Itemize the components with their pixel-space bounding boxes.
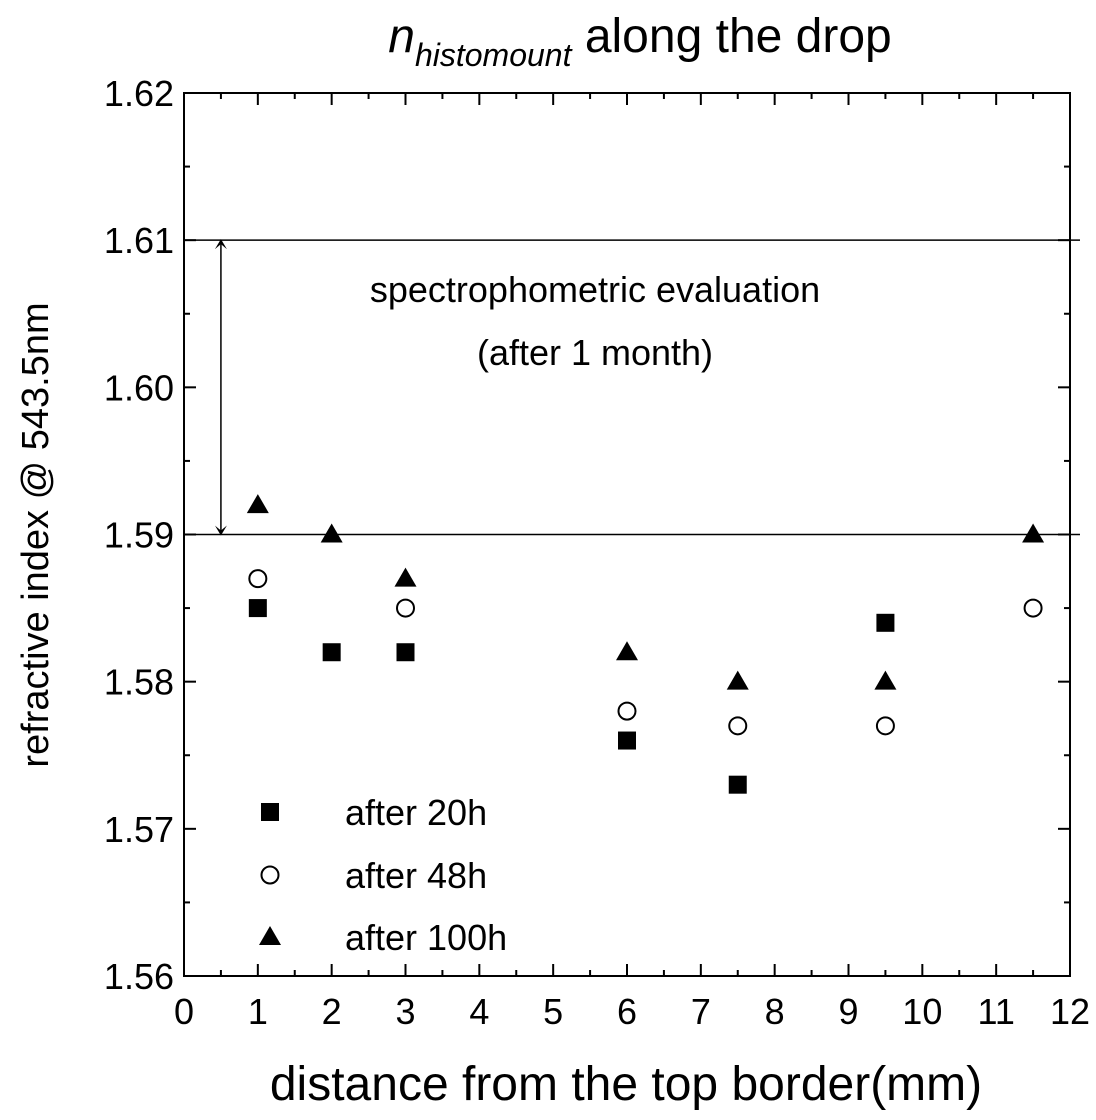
x-tick-label: 5 xyxy=(543,991,563,1032)
annotation-line-2: (after 1 month) xyxy=(477,332,713,373)
data-point-series-3 xyxy=(246,494,269,514)
y-tick-label: 1.60 xyxy=(104,367,174,408)
x-tick-label: 1 xyxy=(248,991,268,1032)
x-tick-label: 6 xyxy=(617,991,637,1032)
data-point-series-2 xyxy=(875,716,895,736)
data-point-series-2 xyxy=(248,569,268,589)
data-point-series-2 xyxy=(396,598,415,618)
x-tick-label: 11 xyxy=(977,991,1014,1032)
x-tick-label: 0 xyxy=(174,991,194,1032)
plot-area: 0 1 2 3 4 5 6 7 8 9 10 11 121.561.571.581.591.601.61… xyxy=(104,73,1090,1032)
chart-title: nhistomount along the drop xyxy=(388,10,891,73)
x-axis-label: distance from the top border(mm) xyxy=(270,1058,982,1111)
legend-label-series-1: after 20h xyxy=(345,792,487,833)
y-tick-label: 1.59 xyxy=(104,515,174,556)
title-subscript: histomount xyxy=(415,37,573,73)
data-point-series-2 xyxy=(617,701,637,721)
data-point-series-1 xyxy=(322,643,341,662)
legend-marker-series-1 xyxy=(261,803,279,821)
legend-marker-series-3 xyxy=(259,926,281,945)
data-point-series-3 xyxy=(394,567,417,587)
x-tick-label: 3 xyxy=(395,991,415,1032)
x-tick-label: 12 xyxy=(1050,991,1090,1032)
data-point-series-2 xyxy=(728,716,748,736)
x-tick-label: 2 xyxy=(322,991,342,1032)
data-point-series-1 xyxy=(618,731,636,750)
legend: after 20h after 48h after 100h xyxy=(259,792,507,958)
title-rest: along the drop xyxy=(571,10,891,63)
x-tick-label: 10 xyxy=(902,991,942,1032)
y-tick-label: 1.61 xyxy=(104,220,174,261)
y-tick-label: 1.57 xyxy=(104,809,174,850)
x-tick-label: 9 xyxy=(838,991,858,1032)
y-tick-label: 1.56 xyxy=(104,956,174,997)
data-point-series-1 xyxy=(876,613,895,632)
legend-marker-series-2 xyxy=(260,865,280,885)
x-tick-label: 8 xyxy=(765,991,785,1032)
data-point-series-1 xyxy=(396,643,415,662)
legend-label-series-3: after 100h xyxy=(345,917,507,958)
x-tick-label: 4 xyxy=(469,991,489,1032)
legend-label-series-2: after 48h xyxy=(345,855,487,896)
title-n: n xyxy=(388,10,415,63)
y-tick-label: 1.58 xyxy=(104,662,174,703)
x-tick-label: 7 xyxy=(691,991,711,1032)
annotation-line-1: spectrophometric evaluation xyxy=(370,269,820,310)
data-point-series-1 xyxy=(248,599,267,618)
data-point-series-3 xyxy=(616,641,638,661)
y-tick-label: 1.62 xyxy=(104,73,174,114)
data-point-series-1 xyxy=(728,775,747,794)
data-point-series-2 xyxy=(1023,598,1043,618)
data-point-series-3 xyxy=(1022,523,1045,543)
data-point-series-3 xyxy=(874,670,897,690)
data-point-series-3 xyxy=(726,670,749,690)
y-axis-label: refractive index @ 543.5nm xyxy=(15,302,57,767)
data-point-series-3 xyxy=(320,523,343,543)
